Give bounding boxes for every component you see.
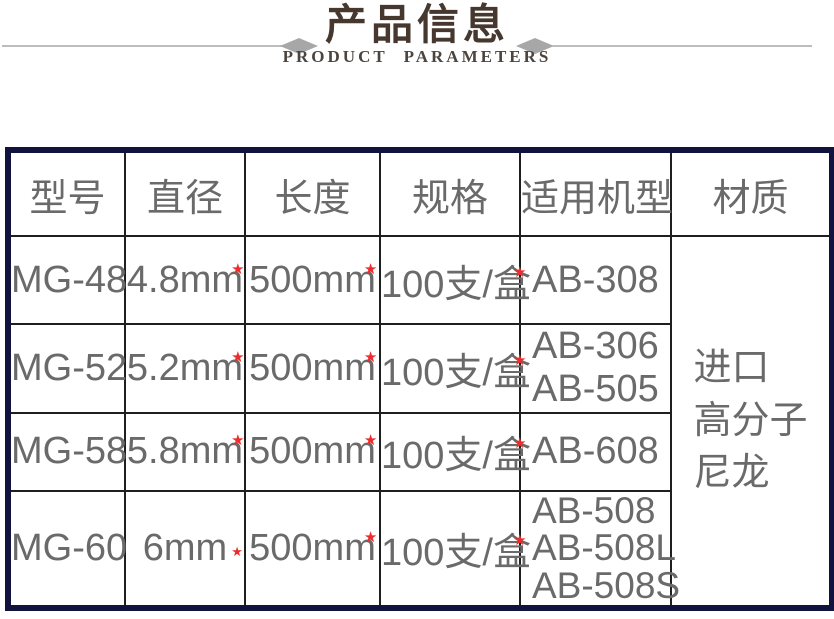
col-header-diameter: 直径 (124, 149, 246, 237)
cell-model: MG-60 (7, 489, 127, 609)
machine-model: AB-608 (532, 430, 659, 473)
machine-model: AB-508 (532, 489, 656, 531)
machine-model: AB-505 (532, 368, 659, 411)
col-header-model: 型号 (7, 149, 126, 237)
cell-model: MG-58 (7, 411, 127, 492)
cell-spec: 100支/盒★ (379, 235, 531, 325)
cell-material: 进口 高分子 尼龙 (670, 235, 833, 609)
cell-machines: AB-308 (519, 235, 672, 325)
length-value: 500mm (249, 258, 376, 301)
material-block: 进口 高分子 尼龙 (693, 342, 807, 499)
table-row: MG-48 4.8mm★ 500mm★ 100支/盒★ AB-308 进口 高分… (7, 235, 833, 609)
col-header-machines: 适用机型 (519, 149, 673, 237)
page-subtitle: PRODUCT PARAMETERS (282, 47, 552, 66)
diameter-value: 6mm (142, 526, 228, 569)
cell-machines: AB-508 AB-508L AB-508S (519, 489, 681, 609)
cell-diameter: 6mm ★ (124, 489, 246, 609)
cell-diameter: 5.8mm★ (124, 411, 246, 492)
machine-model-list: AB-306 AB-505 (532, 325, 670, 412)
decor-line-right (552, 45, 812, 47)
cell-length: 500mm★ (244, 489, 381, 609)
spec-value: 100支/盒 (381, 351, 531, 394)
diamond-icon-right (516, 38, 554, 54)
spec-value: 100支/盒 (381, 531, 531, 574)
diamond-icon-left (280, 38, 318, 54)
table-row: MG-60 6mm ★ 500mm★ 100支/盒★ AB-508 AB-508L… (7, 489, 832, 609)
cell-machines: AB-608 (519, 411, 672, 492)
col-header-spec: 规格 (379, 149, 521, 237)
table-row: MG-52 5.2mm★ 500mm★ 100支/盒★ AB-306 AB-50… (7, 323, 832, 414)
cell-length: 500mm★ (244, 411, 381, 492)
cell-spec: 100支/盒★ (379, 411, 531, 492)
length-value: 500mm (249, 346, 376, 389)
table-row: MG-58 5.8mm★ 500mm★ 100支/盒★ AB-608 (7, 411, 832, 492)
cell-length: 500mm★ (244, 323, 381, 414)
diameter-value: 4.8mm (126, 258, 244, 301)
machine-model: AB-306 (532, 325, 659, 367)
material-line: 进口 (693, 347, 770, 390)
cell-spec: 100支/盒★ (379, 489, 531, 609)
machine-model: AB-508L (532, 527, 676, 569)
cell-model: MG-48 (7, 235, 127, 325)
cell-diameter: 5.2mm★ (124, 323, 246, 414)
cell-diameter: 4.8mm★ (124, 235, 246, 325)
spec-value: 100支/盒 (381, 435, 531, 478)
diameter-value: 5.8mm (126, 430, 244, 473)
col-header-length: 长度 (244, 149, 381, 237)
cell-model: MG-52 (7, 323, 127, 414)
material-line: 高分子 (693, 399, 808, 442)
diameter-value: 5.2mm (126, 346, 244, 389)
material-line: 尼龙 (693, 452, 770, 495)
cell-spec: 100支/盒★ (379, 323, 531, 414)
page-title: 产品信息 (324, 1, 509, 48)
spec-value: 100支/盒 (381, 263, 531, 306)
length-value: 500mm (249, 430, 376, 473)
table-header-row: 型号 直径 长度 规格 适用机型 材质 (7, 149, 833, 237)
cell-length: 500mm★ (244, 235, 381, 325)
cell-machines: AB-306 AB-505 (519, 323, 672, 414)
machine-model-list: AB-508 AB-508L AB-508S (532, 489, 681, 607)
machine-model: AB-308 (532, 258, 659, 301)
length-value: 500mm (249, 526, 376, 569)
col-header-material: 材质 (670, 149, 833, 237)
product-parameters-table: 型号 直径 长度 规格 适用机型 材质 MG-48 4.8mm★ 500mm★ … (5, 147, 834, 611)
decor-line-left (2, 45, 284, 47)
machine-model: AB-508S (532, 565, 681, 607)
